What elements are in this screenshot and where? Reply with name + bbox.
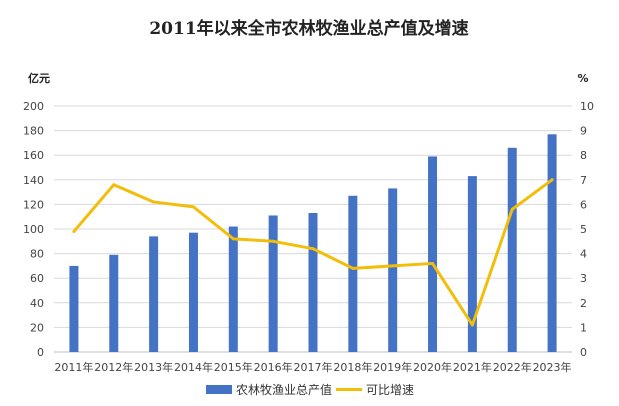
left-tick-label: 0 [37, 346, 44, 359]
x-tick-label: 2018年 [333, 360, 372, 374]
x-tick-label: 2023年 [533, 360, 572, 374]
x-tick-label: 2021年 [453, 360, 492, 374]
bar [109, 254, 119, 352]
left-axis-unit: 亿元 [28, 71, 50, 85]
x-tick-label: 2022年 [493, 360, 532, 374]
line-series [72, 178, 554, 327]
right-tick-label: 6 [580, 198, 587, 211]
x-tick-label: 2011年 [54, 360, 93, 374]
legend: 农林牧渔业总产值 可比增速 [206, 382, 414, 397]
line-point [152, 200, 156, 204]
bar [69, 265, 79, 352]
right-axis-ticks: 0 1 2 3 4 5 6 7 8 9 10 [580, 100, 594, 359]
bar [428, 156, 438, 352]
left-tick-label: 140 [23, 174, 44, 187]
left-tick-label: 40 [30, 297, 44, 310]
x-tick-label: 2017年 [294, 360, 333, 374]
bar [308, 213, 318, 352]
line-point [550, 178, 554, 182]
legend-label-bar: 农林牧渔业总产值 [236, 382, 332, 397]
left-tick-label: 100 [23, 223, 44, 236]
left-tick-label: 180 [23, 125, 44, 138]
bar [467, 176, 477, 352]
x-tick-label: 2019年 [373, 360, 412, 374]
x-tick-label: 2014年 [174, 360, 213, 374]
right-tick-label: 3 [580, 272, 587, 285]
left-tick-label: 80 [30, 248, 44, 261]
chart-title: 2011年以来全市农林牧渔业总产值及增速 [149, 18, 468, 39]
x-tick-label: 2020年 [413, 360, 452, 374]
line-point [191, 205, 195, 209]
bar-series [69, 134, 557, 352]
x-tick-label: 2015年 [214, 360, 253, 374]
left-tick-label: 20 [30, 321, 44, 334]
right-tick-label: 5 [580, 223, 587, 236]
right-tick-label: 0 [580, 346, 587, 359]
right-tick-label: 10 [580, 100, 594, 113]
line-point [311, 247, 315, 251]
right-tick-label: 4 [580, 248, 587, 261]
x-axis-ticks: 2011年 2012年 2013年 2014年 2015年 2016年 2017年 2018年… [54, 360, 571, 374]
bar [388, 188, 398, 352]
line-point [351, 266, 355, 270]
left-tick-label: 160 [23, 149, 44, 162]
line-point [231, 237, 235, 241]
bar [268, 215, 278, 352]
right-tick-label: 9 [580, 125, 587, 138]
bar [149, 236, 159, 352]
bar [188, 232, 198, 352]
line-point [391, 264, 395, 268]
legend-swatch-bar [206, 385, 232, 394]
x-tick-label: 2012年 [94, 360, 133, 374]
right-tick-label: 1 [580, 321, 587, 334]
legend-label-line: 可比增速 [366, 383, 414, 397]
left-tick-label: 200 [23, 100, 44, 113]
line-point [112, 183, 116, 187]
bar [348, 195, 358, 352]
bar [228, 226, 238, 352]
right-tick-label: 7 [580, 174, 587, 187]
left-tick-label: 120 [23, 198, 44, 211]
left-tick-label: 60 [30, 272, 44, 285]
line-point [431, 261, 435, 265]
right-tick-label: 8 [580, 149, 587, 162]
bar [547, 134, 557, 352]
line-point [271, 239, 275, 243]
line-point [510, 207, 514, 211]
right-axis-unit: % [577, 72, 588, 85]
line-point [72, 229, 76, 233]
x-tick-label: 2013年 [134, 360, 173, 374]
x-tick-label: 2016年 [254, 360, 293, 374]
right-tick-label: 2 [580, 297, 587, 310]
line-point [470, 323, 474, 327]
left-axis-ticks: 0 20 40 60 80 100 120 140 160 180 200 [23, 100, 44, 359]
bar [507, 147, 517, 352]
